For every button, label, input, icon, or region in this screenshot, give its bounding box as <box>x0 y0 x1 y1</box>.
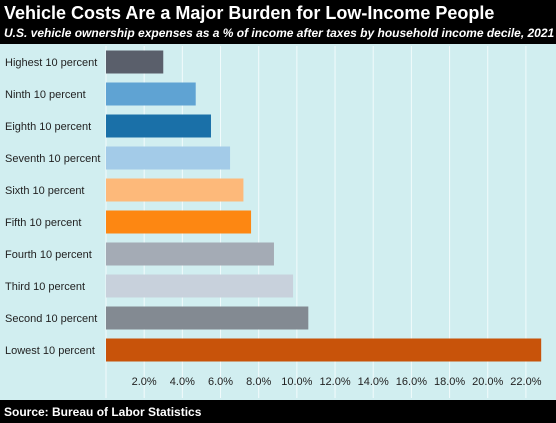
x-tick-label: 22.0% <box>510 376 541 388</box>
bar <box>106 114 211 138</box>
chart-subtitle: U.S. vehicle ownership expenses as a % o… <box>4 26 555 40</box>
x-tick-label: 2.0% <box>132 376 157 388</box>
chart-title: Vehicle Costs Are a Major Burden for Low… <box>4 3 495 23</box>
x-tick-label: 10.0% <box>281 376 312 388</box>
bar <box>106 306 309 330</box>
x-tick-label: 16.0% <box>396 376 427 388</box>
chart-footer: Source: Bureau of Labor Statistics <box>0 400 556 423</box>
x-tick-label: 8.0% <box>246 376 271 388</box>
bar-chart: Highest 10 percent Ninth 10 percent Eighth… <box>5 46 542 398</box>
category-label: Fifth 10 percent <box>5 217 81 229</box>
category-label: Lowest 10 percent <box>5 345 95 357</box>
bar <box>106 338 542 362</box>
bar <box>106 146 231 170</box>
x-tick-label: 6.0% <box>208 376 233 388</box>
category-label: Eighth 10 percent <box>5 121 91 133</box>
bar <box>106 50 164 74</box>
bar <box>106 178 244 202</box>
category-label: Highest 10 percent <box>5 57 97 69</box>
x-tick-label: 20.0% <box>472 376 503 388</box>
x-tick-label: 14.0% <box>358 376 389 388</box>
category-label: Sixth 10 percent <box>5 185 85 197</box>
x-tick-label: 18.0% <box>434 376 465 388</box>
category-label: Seventh 10 percent <box>5 153 100 165</box>
x-tick-label: 4.0% <box>170 376 195 388</box>
bar <box>106 210 252 234</box>
bar <box>106 82 196 106</box>
x-tick-label: 12.0% <box>319 376 350 388</box>
category-label: Fourth 10 percent <box>5 249 92 261</box>
chart-header: Vehicle Costs Are a Major Burden for Low… <box>0 0 556 44</box>
category-label: Second 10 percent <box>5 313 97 325</box>
source-note: Source: Bureau of Labor Statistics <box>4 405 202 419</box>
category-label: Third 10 percent <box>5 281 85 293</box>
bar <box>106 274 294 298</box>
category-label: Ninth 10 percent <box>5 89 86 101</box>
bar <box>106 242 274 266</box>
